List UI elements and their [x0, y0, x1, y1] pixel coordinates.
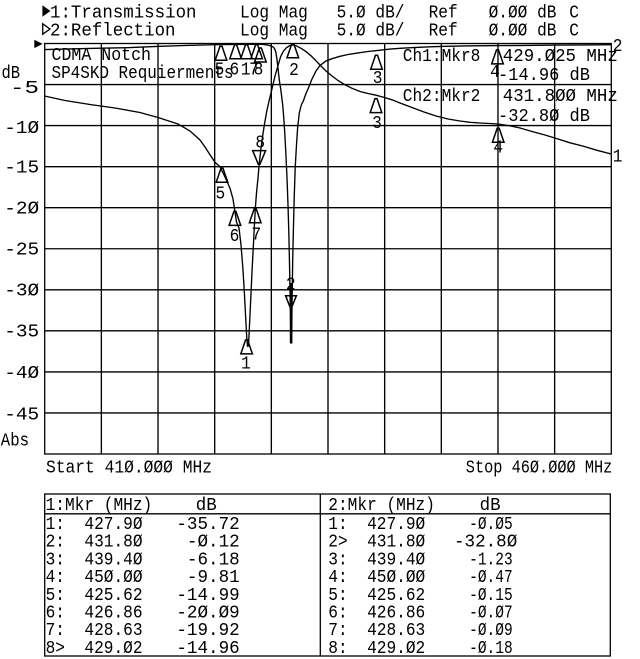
- svg-text:5: 425.62: 5: 425.62: [328, 585, 425, 606]
- svg-text:Stop 46Ø.ØØØ MHz: Stop 46Ø.ØØØ MHz: [466, 457, 613, 478]
- svg-text:C: C: [569, 21, 579, 42]
- svg-text:-Ø.Ø9: -Ø.Ø9: [469, 620, 512, 641]
- svg-text:Ch1:Mkr8: Ch1:Mkr8: [403, 46, 481, 67]
- svg-text:Log Mag: Log Mag: [240, 21, 308, 42]
- svg-text:5: 5: [216, 183, 226, 204]
- svg-text:1: 1: [613, 146, 623, 167]
- svg-text:-2Ø.Ø9: -2Ø.Ø9: [176, 602, 239, 623]
- svg-text:-1.23: -1.23: [469, 549, 512, 570]
- svg-text:Ø.ØØ dB: Ø.ØØ dB: [489, 21, 557, 42]
- svg-text:-Ø.15: -Ø.15: [469, 585, 512, 606]
- svg-text:3: 3: [372, 113, 382, 134]
- svg-text:-32.8Ø dB: -32.8Ø dB: [498, 106, 590, 127]
- svg-text:3: 439.4Ø: 3: 439.4Ø: [328, 549, 425, 570]
- svg-text:CDMA Notch: CDMA Notch: [52, 45, 152, 66]
- svg-text:-35: -35: [4, 322, 39, 343]
- svg-text:-1Ø: -1Ø: [4, 118, 39, 139]
- svg-text:4: 4: [493, 137, 503, 158]
- svg-text:-45: -45: [4, 404, 39, 425]
- svg-text:-5: -5: [10, 78, 39, 99]
- svg-text:1: 427.9Ø: 1: 427.9Ø: [328, 514, 425, 535]
- svg-text:Ø.ØØ dB: Ø.ØØ dB: [489, 3, 557, 24]
- svg-text:-32.8Ø: -32.8Ø: [454, 532, 517, 553]
- svg-text:-35.72: -35.72: [176, 514, 239, 535]
- svg-text:4: 45Ø.ØØ: 4: 45Ø.ØØ: [328, 567, 425, 588]
- svg-text:2:Mkr (MHz): 2:Mkr (MHz): [328, 495, 435, 516]
- svg-text:dB: dB: [196, 495, 217, 516]
- svg-text:2: 2: [289, 60, 299, 81]
- svg-text:429.Ø25 MHz: 429.Ø25 MHz: [503, 46, 618, 67]
- svg-text:8: 8: [255, 132, 265, 153]
- svg-text:-Ø.18: -Ø.18: [469, 638, 512, 659]
- svg-text:431.8ØØ MHz: 431.8ØØ MHz: [503, 86, 618, 107]
- svg-text:-14.96: -14.96: [176, 638, 239, 659]
- svg-text:2> 431.8Ø: 2> 431.8Ø: [328, 532, 425, 553]
- svg-text:-Ø.Ø7: -Ø.Ø7: [469, 602, 512, 623]
- svg-text:2:Reflection: 2:Reflection: [50, 21, 175, 42]
- svg-text:-9.81: -9.81: [187, 567, 240, 588]
- svg-text:7: 7: [249, 59, 259, 80]
- svg-text:-6.18: -6.18: [187, 549, 240, 570]
- svg-text:SP4SKD Requierments: SP4SKD Requierments: [52, 63, 234, 84]
- svg-text:1: 1: [241, 353, 251, 374]
- svg-text:6: 6: [229, 59, 239, 80]
- svg-text:C: C: [569, 3, 579, 24]
- svg-text:6: 426.86: 6: 426.86: [46, 602, 143, 623]
- svg-text:dB: dB: [480, 495, 501, 516]
- svg-text:Ref: Ref: [429, 3, 458, 24]
- svg-text:8: 8: [254, 59, 264, 80]
- svg-text:1: 1: [241, 59, 251, 80]
- svg-text:-25: -25: [4, 240, 39, 261]
- svg-text:5: 425.62: 5: 425.62: [46, 585, 143, 606]
- svg-text:-19.92: -19.92: [176, 620, 239, 641]
- svg-text:6: 6: [230, 226, 240, 247]
- svg-text:4: 4: [490, 62, 500, 83]
- svg-text:2: 431.8Ø: 2: 431.8Ø: [46, 532, 143, 553]
- svg-text:Log Mag: Log Mag: [240, 3, 308, 24]
- svg-text:-4Ø: -4Ø: [4, 363, 39, 384]
- svg-text:3: 3: [373, 68, 383, 89]
- svg-text:6: 426.86: 6: 426.86: [328, 602, 425, 623]
- svg-text:-Ø.12: -Ø.12: [187, 532, 240, 553]
- svg-text:5.Ø dB/: 5.Ø dB/: [337, 3, 405, 24]
- svg-text:-Ø.Ø5: -Ø.Ø5: [469, 514, 512, 535]
- svg-text:Abs: Abs: [1, 430, 29, 451]
- svg-text:7: 428.63: 7: 428.63: [46, 620, 143, 641]
- svg-text:-Ø.47: -Ø.47: [469, 567, 512, 588]
- svg-text:Ch2:Mkr2: Ch2:Mkr2: [403, 86, 481, 107]
- svg-text:-3Ø: -3Ø: [4, 281, 39, 302]
- svg-text:8> 429.Ø2: 8> 429.Ø2: [46, 638, 143, 659]
- svg-text:7: 7: [252, 224, 262, 245]
- svg-text:Ref: Ref: [429, 21, 458, 42]
- svg-text:3: 439.4Ø: 3: 439.4Ø: [46, 549, 143, 570]
- svg-text:dB: dB: [2, 63, 21, 84]
- svg-text:1:Mkr (MHz): 1:Mkr (MHz): [46, 495, 153, 516]
- svg-text:Start 41Ø.ØØØ MHz: Start 41Ø.ØØØ MHz: [46, 457, 212, 478]
- svg-text:-14.96 dB: -14.96 dB: [498, 65, 590, 86]
- svg-text:4: 45Ø.ØØ: 4: 45Ø.ØØ: [46, 567, 143, 588]
- svg-text:5.Ø dB/: 5.Ø dB/: [337, 21, 405, 42]
- svg-text:1: 427.9Ø: 1: 427.9Ø: [46, 514, 143, 535]
- svg-text:2: 2: [613, 36, 623, 57]
- svg-text:7: 428.63: 7: 428.63: [328, 620, 425, 641]
- svg-text:-2Ø: -2Ø: [4, 198, 39, 219]
- svg-text:-14.99: -14.99: [176, 585, 239, 606]
- svg-text:8: 429.Ø2: 8: 429.Ø2: [328, 638, 425, 659]
- svg-text:-15: -15: [4, 157, 39, 178]
- svg-text:5: 5: [215, 59, 225, 80]
- svg-text:2: 2: [286, 274, 296, 295]
- svg-text:1:Transmission: 1:Transmission: [50, 3, 197, 24]
